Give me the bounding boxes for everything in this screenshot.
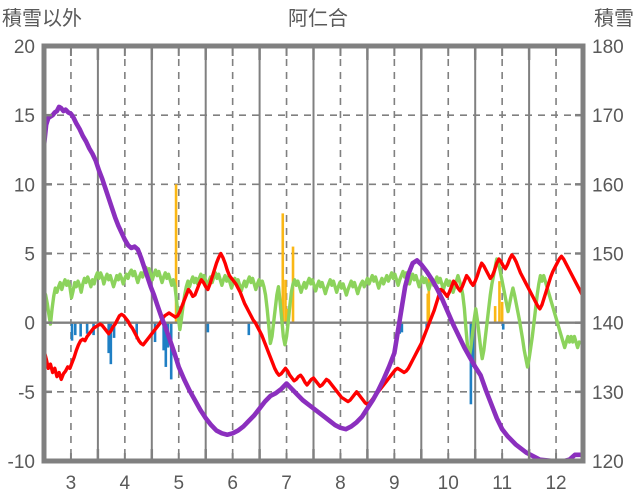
x-tick-label: 7 <box>281 473 292 494</box>
red-line <box>42 251 585 406</box>
blue-bars-item <box>169 322 173 380</box>
x-tick-label: 3 <box>66 473 77 494</box>
orange-bars-item <box>281 213 285 323</box>
orange-bars-item <box>500 301 504 323</box>
blue-bars-item <box>400 322 404 333</box>
y-tick-label: 15 <box>14 106 35 127</box>
y2-tick-label: 170 <box>592 106 624 127</box>
blue-bars-item <box>247 322 251 336</box>
blue-bars-item <box>164 322 168 367</box>
blue-bars-item <box>73 322 77 336</box>
left-axis-title: 積雪以外 <box>2 8 82 30</box>
right-axis-title: 積雪 <box>594 8 634 30</box>
y-tick-label: -5 <box>18 383 35 404</box>
y2-tick-label: 160 <box>592 175 624 196</box>
y2-tick-label: 120 <box>592 452 624 473</box>
orange-bars-item <box>427 278 431 323</box>
y-tick-label: 5 <box>24 245 35 266</box>
orange-bars-item <box>174 184 178 323</box>
blue-bars-item <box>501 322 505 330</box>
x-tick-label: 8 <box>335 473 346 494</box>
x-tick-label: 11 <box>492 473 512 494</box>
orange-bars-item <box>493 306 497 323</box>
plot-frame <box>41 43 586 464</box>
y2-tick-label: 140 <box>592 314 624 335</box>
blue-bars-item <box>85 322 89 334</box>
blue-bars-item <box>112 322 116 338</box>
y2-tick-label: 150 <box>592 245 624 266</box>
x-tick-label: 9 <box>389 473 400 494</box>
x-tick-label: 6 <box>227 473 238 494</box>
orange-bars-item <box>284 279 287 323</box>
grid-lines <box>43 46 584 461</box>
x-tick-label: 10 <box>438 473 459 494</box>
blue-bars-item <box>162 322 165 351</box>
blue-bars-group <box>70 322 505 405</box>
blue-bars-item <box>79 322 82 337</box>
y2-tick-label: 180 <box>592 37 624 58</box>
series-lines-group <box>41 104 586 464</box>
y-tick-label: 20 <box>14 37 35 58</box>
green-line <box>42 257 581 369</box>
blue-bars-item <box>206 322 210 333</box>
y2-tick-label: 130 <box>592 383 624 404</box>
orange-bars-item <box>498 281 501 323</box>
blue-bars-item <box>471 322 475 367</box>
orange-bars-group <box>174 184 504 323</box>
x-tick-label: 4 <box>120 473 131 494</box>
blue-bars-item <box>70 322 74 341</box>
chart-title: 阿仁合 <box>288 8 348 30</box>
purple-line <box>41 104 586 464</box>
tick-labels-group: -10 120 -5 130 0 140 5 150 10 160 15 170 20 180 3 4 5 6 7 8… <box>8 37 624 494</box>
y-tick-label: 10 <box>14 175 35 196</box>
y-tick-label: -10 <box>8 452 35 473</box>
blue-bars-item <box>135 322 139 340</box>
x-tick-label: 5 <box>173 473 184 494</box>
blue-bars-item <box>109 322 113 365</box>
blue-bars-item <box>107 322 110 354</box>
y-tick-label: 0 <box>24 314 35 335</box>
x-tick-label: 12 <box>545 473 566 494</box>
